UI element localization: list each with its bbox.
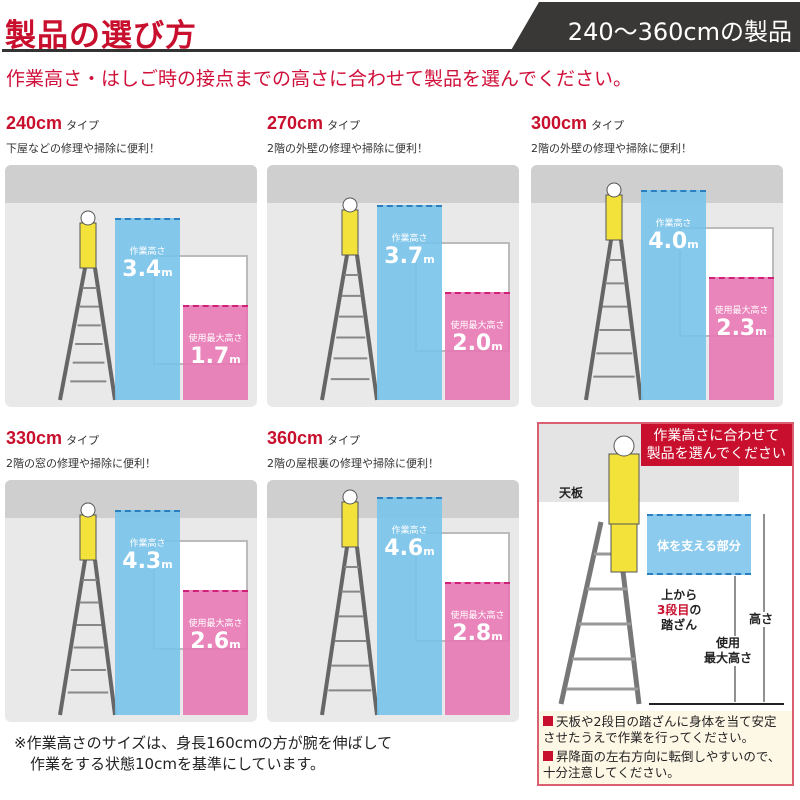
max-height-value: 1.7m <box>190 344 241 369</box>
max-height-label: 使用最大高さ <box>704 636 753 666</box>
warnings: 天板や2段目の踏ざんに身体を当て安定させたうえで作業を行ってください。 昇降面の… <box>539 711 792 784</box>
guide-callout: 作業高さに合わせて 製品を選んでください <box>640 424 792 466</box>
max-height-bar: 使用最大高さ 1.7m <box>183 305 248 400</box>
work-height-value: 3.4m <box>122 257 173 282</box>
work-height-bar: 作業高さ 4.0m <box>641 190 706 400</box>
work-height-label: 作業高さ <box>655 219 692 229</box>
max-height-bar: 使用最大高さ 2.8m <box>445 582 510 715</box>
warning-item: 昇降面の左右方向に転倒しやすいので、十分注意してください。 <box>543 749 781 780</box>
footnote: ※作業高さのサイズは、身長160cmの方が腕を伸ばして 作業をする状態10cmを… <box>14 733 392 775</box>
product-description: 2階の外壁の修理や掃除に便利！ <box>267 142 428 155</box>
type-label: タイプ <box>591 119 625 132</box>
ladder-illustration <box>320 489 379 716</box>
work-height-bar: 作業高さ 4.3m <box>115 510 180 715</box>
product-illustration: 作業高さ 4.0m 使用最大高さ 2.3m <box>531 165 783 407</box>
product-size: 270cm <box>267 113 324 133</box>
work-height-value: 3.7m <box>384 244 435 269</box>
footnote-line: 作業をする状態10cmを基準にしています。 <box>30 755 325 773</box>
product-header: 300cm タイプ 2階の外壁の修理や掃除に便利！ <box>531 113 692 156</box>
work-height-label: 作業高さ <box>391 526 428 536</box>
product-illustration: 作業高さ 4.3m 使用最大高さ 2.6m <box>5 480 257 722</box>
max-height-bar: 使用最大高さ 2.6m <box>183 590 248 715</box>
work-height-value: 4.6m <box>384 536 435 561</box>
product-description: 2階の窓の修理や掃除に便利！ <box>6 457 156 470</box>
product-size: 240cm <box>6 113 63 133</box>
work-height-bar: 作業高さ 3.7m <box>377 205 442 400</box>
type-label: タイプ <box>327 434 361 447</box>
max-height-label: 使用最大高さ <box>188 619 243 629</box>
type-label: タイプ <box>327 119 361 132</box>
footnote-line: ※作業高さのサイズは、身長160cmの方が腕を伸ばして <box>14 734 393 752</box>
product-illustration: 作業高さ 3.7m 使用最大高さ 2.0m <box>267 165 519 407</box>
product-header: 240cm タイプ 下屋などの修理や掃除に便利！ <box>6 113 160 156</box>
work-height-label: 作業高さ <box>129 247 166 257</box>
product-description: 2階の外壁の修理や掃除に便利！ <box>531 142 692 155</box>
max-height-label: 使用最大高さ <box>450 321 505 331</box>
work-height-value: 4.3m <box>122 549 173 574</box>
lead-text: 作業高さ・はしご時の接点までの高さに合わせて製品を選んでください。 <box>6 68 633 90</box>
product-header: 270cm タイプ 2階の外壁の修理や掃除に便利！ <box>267 113 428 156</box>
ladder-illustration <box>58 502 117 716</box>
product-size: 360cm <box>267 428 324 448</box>
range-tag: 240〜360cmの製品 <box>510 2 800 52</box>
max-height-bar: 使用最大高さ 2.3m <box>709 277 774 400</box>
support-zone: 体を支える部分 <box>647 514 751 575</box>
ladder-illustration <box>58 210 117 401</box>
type-label: タイプ <box>66 434 100 447</box>
top-plate-label: 天板 <box>559 486 584 500</box>
step-label: 上から 3段目の 踏ざん <box>657 588 702 632</box>
guide-panel: 作業高さに合わせて 製品を選んでください 天板 体を支える部分 上から 3段目の 踏ざ… <box>537 422 794 786</box>
max-height-bar: 使用最大高さ 2.0m <box>445 292 510 400</box>
height-label: 高さ <box>749 612 774 627</box>
max-height-label: 使用最大高さ <box>450 611 505 621</box>
product-header: 360cm タイプ 2階の屋根裏の修理や掃除に便利！ <box>267 428 439 471</box>
product-header: 330cm タイプ 2階の窓の修理や掃除に便利！ <box>6 428 156 471</box>
roof <box>267 165 519 203</box>
title-divider <box>2 49 798 52</box>
work-height-bar: 作業高さ 4.6m <box>377 497 442 715</box>
max-height-label: 使用最大高さ <box>188 334 243 344</box>
work-height-value: 4.0m <box>648 229 699 254</box>
roof <box>5 165 257 203</box>
product-description: 下屋などの修理や掃除に便利！ <box>6 142 160 155</box>
type-label: タイプ <box>66 119 100 132</box>
product-size: 330cm <box>6 428 63 448</box>
max-height-value: 2.3m <box>716 316 767 341</box>
guide-ladder-illustration <box>558 435 784 705</box>
max-height-value: 2.0m <box>452 331 503 356</box>
work-height-label: 作業高さ <box>129 539 166 549</box>
page-title: 製品の選び方 <box>5 18 197 54</box>
work-height-bar: 作業高さ 3.4m <box>115 218 180 400</box>
product-illustration: 作業高さ 4.6m 使用最大高さ 2.8m <box>267 480 519 722</box>
max-height-value: 2.6m <box>190 629 241 654</box>
warning-item: 天板や2段目の踏ざんに身体を当て安定させたうえで作業を行ってください。 <box>543 714 777 745</box>
ladder-illustration <box>320 197 379 401</box>
product-illustration: 作業高さ 3.4m 使用最大高さ 1.7m <box>5 165 257 407</box>
ladder-illustration <box>584 182 643 401</box>
product-description: 2階の屋根裏の修理や掃除に便利！ <box>267 457 439 470</box>
max-height-label: 使用最大高さ <box>714 306 769 316</box>
product-size: 300cm <box>531 113 588 133</box>
work-height-label: 作業高さ <box>391 234 428 244</box>
max-height-value: 2.8m <box>452 621 503 646</box>
